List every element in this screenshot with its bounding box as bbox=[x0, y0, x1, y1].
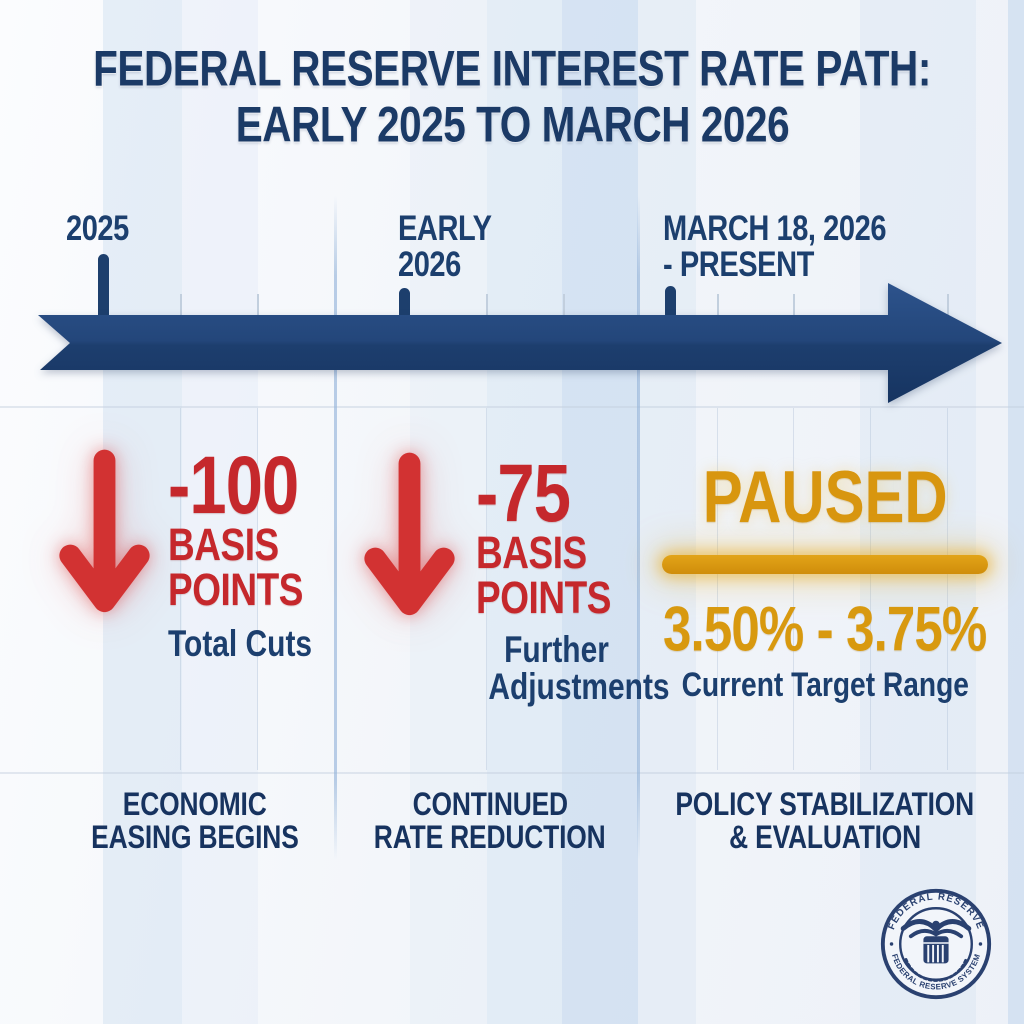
milestone-label-march-2026: MARCH 18, 2026 - PRESENT bbox=[663, 207, 887, 284]
milestone-label-early-2026: EARLY 2026 bbox=[398, 207, 492, 284]
page-title: FEDERAL RESERVE INTEREST RATE PATH: EARL… bbox=[0, 40, 1024, 152]
gridline-vertical bbox=[947, 408, 948, 770]
phase-2-footer: CONTINUED RATE REDUCTION bbox=[374, 786, 606, 856]
seal-eagle-icon bbox=[900, 919, 972, 982]
federal-reserve-seal: FEDERAL RESERVE FEDERAL RESERVE SYSTEM bbox=[880, 888, 992, 1000]
timeline-arrow bbox=[38, 283, 1002, 403]
timeline-minor-tick bbox=[717, 294, 719, 318]
gridline-vertical bbox=[180, 408, 181, 770]
phase-1-value: -100 bbox=[168, 439, 299, 532]
phase-3-status: PAUSED bbox=[702, 455, 948, 539]
rate-cut-down-arrow-icon bbox=[364, 452, 455, 616]
pause-bar-icon bbox=[662, 555, 988, 574]
timeline-minor-tick bbox=[257, 294, 259, 318]
gridline-vertical bbox=[793, 408, 794, 770]
phase-2-unit-line-1: BASIS bbox=[476, 527, 587, 578]
timeline-minor-tick bbox=[180, 294, 182, 318]
column-divider bbox=[637, 196, 640, 860]
phase-1-caption: Total Cuts bbox=[168, 623, 313, 665]
column-divider bbox=[334, 196, 337, 860]
phase-1-unit-line-1: BASIS bbox=[168, 519, 279, 570]
gridline-vertical bbox=[257, 408, 258, 770]
milestone-tick-early-2026 bbox=[399, 288, 410, 320]
timeline-minor-tick bbox=[947, 294, 949, 318]
title-line-1: FEDERAL RESERVE INTEREST RATE PATH: bbox=[93, 39, 931, 97]
rate-cut-down-arrow-icon bbox=[59, 449, 150, 613]
phase-1-footer: ECONOMIC EASING BEGINS bbox=[91, 786, 299, 856]
gridline-horizontal bbox=[0, 772, 1024, 774]
milestone-tick-march-2026 bbox=[665, 286, 676, 320]
timeline-minor-tick bbox=[793, 294, 795, 318]
phase-3-footer: POLICY STABILIZATION & EVALUATION bbox=[675, 786, 975, 856]
phase-2-caption-line-2: Adjustments bbox=[488, 666, 670, 708]
milestone-label-2025: 2025 bbox=[66, 207, 129, 248]
phase-2-stats: -75 BASIS POINTS Further Adjustments bbox=[476, 447, 670, 707]
gridline-vertical bbox=[870, 408, 871, 770]
timeline-minor-tick bbox=[486, 294, 488, 318]
timeline-minor-tick bbox=[563, 294, 565, 318]
gridline-vertical bbox=[486, 408, 487, 770]
phase-1-stats: -100 BASIS POINTS Total Cuts bbox=[168, 439, 332, 665]
phase-3-range: 3.50% - 3.75% bbox=[663, 594, 987, 665]
gridline-vertical bbox=[717, 408, 718, 770]
title-line-2: EARLY 2025 TO MARCH 2026 bbox=[235, 95, 789, 153]
phase-2-caption-line-1: Further bbox=[503, 629, 609, 671]
phase-2-value: -75 bbox=[476, 447, 571, 540]
phase-1-unit-line-2: POINTS bbox=[168, 564, 303, 615]
phase-2-unit-line-2: POINTS bbox=[476, 572, 611, 623]
milestone-tick-2025 bbox=[98, 254, 109, 320]
background-band bbox=[1008, 0, 1024, 1024]
phase-3-caption: Current Target Range bbox=[681, 664, 969, 704]
gridline-horizontal bbox=[0, 406, 1024, 408]
